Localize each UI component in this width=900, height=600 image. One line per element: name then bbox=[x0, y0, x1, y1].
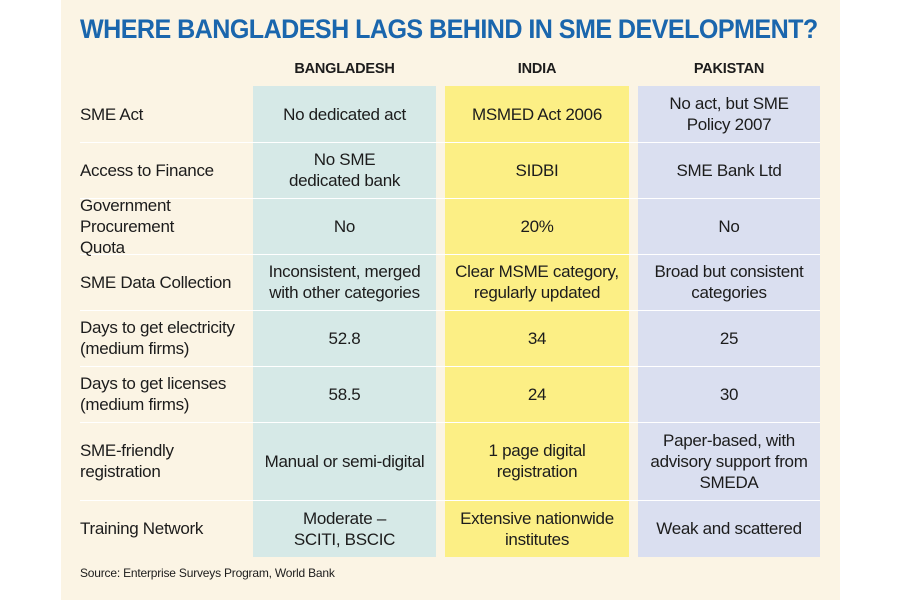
row-label-sme-data-collection: SME Data Collection bbox=[80, 272, 232, 292]
pakistan-column-background bbox=[638, 86, 820, 557]
cell-bangladesh-training-network: Moderate – SCITI, BSCIC bbox=[293, 508, 396, 549]
india-column-background bbox=[445, 86, 629, 557]
cell-india-access-to-finance: SIDBI bbox=[515, 160, 559, 180]
source-note: Source: Enterprise Surveys Program, Worl… bbox=[80, 566, 335, 580]
page-title: WHERE BANGLADESH LAGS BEHIND IN SME DEVE… bbox=[80, 14, 818, 44]
cell-bangladesh-procurement-quota: No bbox=[333, 216, 356, 236]
row-label-access-to-finance: Access to Finance bbox=[80, 160, 214, 180]
cell-india-training-network: Extensive nationwide institutes bbox=[460, 508, 614, 549]
cell-india-licenses-days: 24 bbox=[527, 384, 547, 404]
row-label-sme-friendly-registration: SME-friendly registration bbox=[80, 441, 174, 481]
row-label-training-network: Training Network bbox=[80, 519, 204, 538]
cell-pakistan-sme-act: No act, but SME Policy 2007 bbox=[669, 94, 789, 134]
infographic-card: WHERE BANGLADESH LAGS BEHIND IN SME DEVE… bbox=[61, 0, 840, 600]
cell-bangladesh-sme-act: No dedicated act bbox=[283, 104, 406, 124]
row-divider bbox=[80, 366, 820, 367]
row-divider bbox=[80, 198, 820, 199]
row-divider bbox=[80, 500, 820, 501]
row-label-days-to-get-electricity: Days to get electricity (medium firms) bbox=[80, 318, 235, 358]
row-label-sme-act: SME Act bbox=[80, 104, 144, 124]
cell-bangladesh-access-to-finance: No SME dedicated bank bbox=[288, 150, 401, 190]
cell-india-procurement-quota: 20% bbox=[520, 216, 554, 236]
cell-bangladesh-electricity-days: 52.8 bbox=[328, 328, 361, 348]
row-divider bbox=[80, 254, 820, 255]
row-divider bbox=[80, 310, 820, 311]
column-header-india: INDIA bbox=[517, 61, 557, 77]
cell-pakistan-access-to-finance: SME Bank Ltd bbox=[676, 160, 782, 180]
cell-india-sme-act: MSMED Act 2006 bbox=[472, 104, 602, 124]
cell-pakistan-registration: Paper-based, with advisory support from … bbox=[650, 430, 808, 492]
cell-india-registration: 1 page digital registration bbox=[488, 441, 586, 481]
cell-pakistan-procurement-quota: No bbox=[718, 216, 740, 236]
cell-india-data-collection: Clear MSME category, regularly updated bbox=[455, 262, 619, 302]
column-header-pakistan: PAKISTAN bbox=[693, 61, 765, 77]
bangladesh-column-background bbox=[253, 86, 436, 557]
row-label-days-to-get-licenses: Days to get licenses (medium firms) bbox=[80, 374, 227, 414]
cell-pakistan-training-network: Weak and scattered bbox=[656, 519, 802, 538]
cell-bangladesh-licenses-days: 58.5 bbox=[328, 384, 361, 404]
row-divider bbox=[80, 142, 820, 143]
cell-pakistan-data-collection: Broad but consistent categories bbox=[654, 262, 804, 302]
row-divider bbox=[80, 422, 820, 423]
cell-india-electricity-days: 34 bbox=[527, 328, 547, 348]
row-label-government-procurement-quota: Government Procurement Quota bbox=[80, 195, 175, 257]
cell-pakistan-licenses-days: 30 bbox=[719, 384, 739, 404]
column-header-bangladesh: BANGLADESH bbox=[294, 61, 395, 77]
cell-bangladesh-data-collection: Inconsistent, merged with other categori… bbox=[268, 262, 421, 302]
cell-pakistan-electricity-days: 25 bbox=[719, 328, 739, 348]
cell-bangladesh-registration: Manual or semi-digital bbox=[264, 451, 425, 471]
